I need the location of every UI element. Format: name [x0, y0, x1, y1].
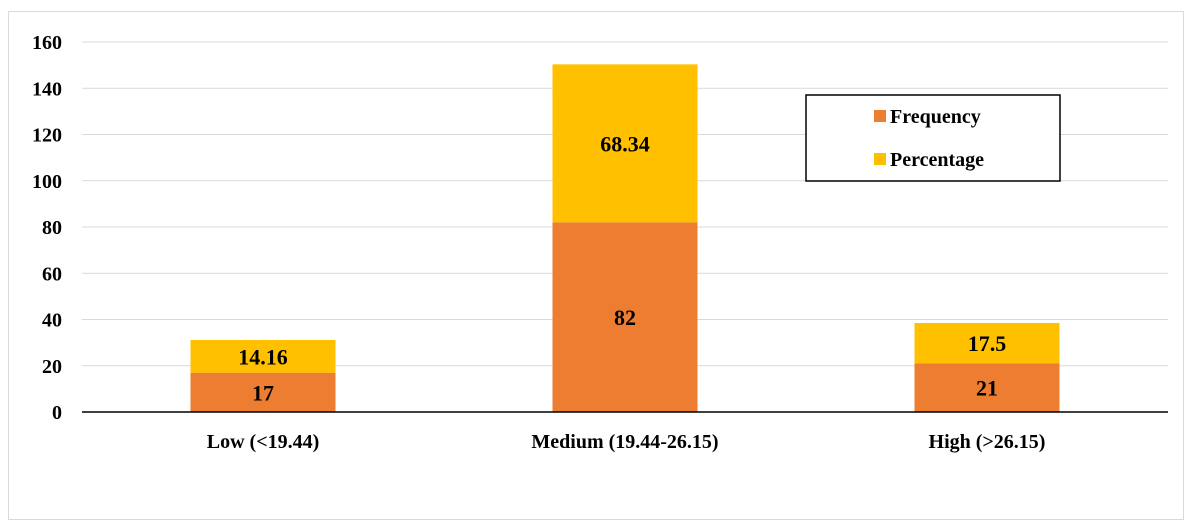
y-tick-label: 60	[42, 263, 62, 285]
y-tick-label: 20	[42, 356, 62, 378]
bar-percentage-2	[914, 322, 1060, 364]
data-label: 17	[252, 380, 274, 405]
x-category-label: High (>26.15)	[929, 431, 1046, 453]
legend-box	[805, 94, 1061, 182]
bar-percentage-1	[552, 64, 698, 223]
data-label: 82	[614, 305, 636, 330]
legend-swatch-frequency	[874, 110, 886, 122]
data-label: 21	[976, 376, 998, 401]
legend-label-frequency: Frequency	[890, 106, 981, 128]
y-tick-label: 160	[32, 32, 62, 54]
y-tick-label: 140	[32, 78, 62, 100]
bar-percentage-0	[190, 339, 336, 373]
y-tick-label: 80	[42, 217, 62, 239]
bar-frequency-2	[914, 363, 1060, 412]
bar-frequency-1	[552, 222, 698, 412]
bar-frequency-0	[190, 372, 336, 412]
data-label: 68.34	[600, 131, 650, 156]
legend-label-percentage: Percentage	[890, 149, 984, 171]
y-tick-label: 120	[32, 125, 62, 147]
x-category-label: Low (<19.44)	[207, 431, 320, 453]
labels: 0 20 40 60 80 100 120 140 160 17 14.16 Low (<19.44)…	[32, 32, 1045, 453]
y-tick-label: 100	[32, 171, 62, 193]
data-label: 14.16	[238, 344, 288, 369]
bars	[190, 64, 1060, 412]
y-tick-label: 40	[42, 310, 62, 332]
data-label: 17.5	[968, 331, 1007, 356]
legend: Frequency Percentage	[805, 94, 1061, 182]
y-tick-label: 0	[52, 402, 62, 424]
legend-swatch-percentage	[874, 153, 886, 165]
x-category-label: Medium (19.44-26.15)	[531, 431, 718, 453]
